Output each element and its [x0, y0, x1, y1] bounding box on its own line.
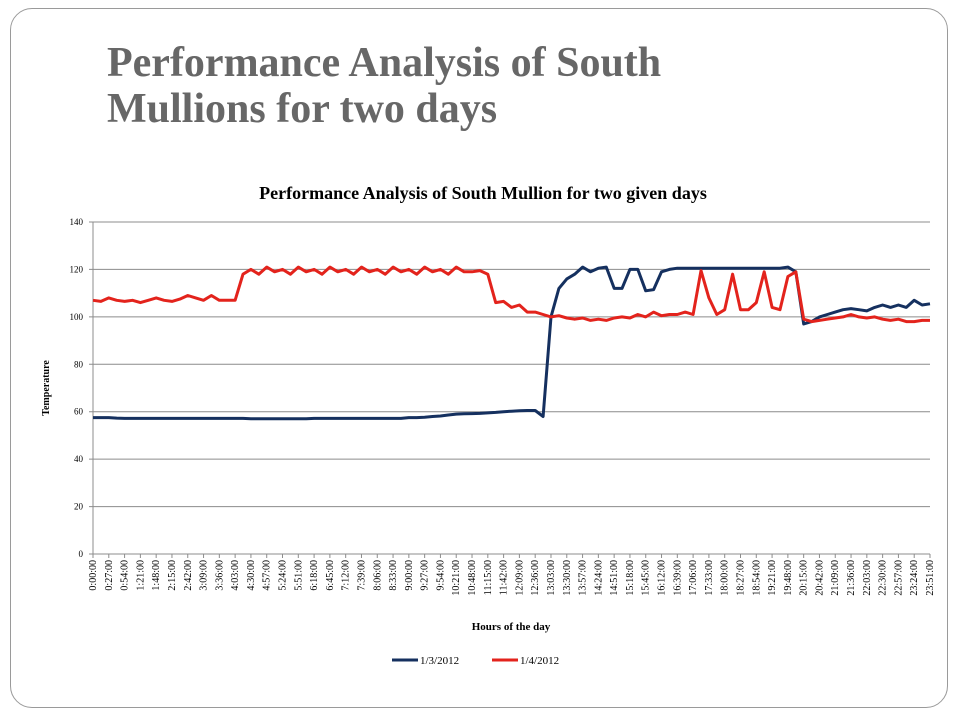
x-tick-label: 13:57:00 [578, 560, 589, 596]
x-tick-label: 5:24:00 [278, 560, 289, 591]
x-tick-label: 17:33:00 [704, 560, 715, 596]
x-tick-label: 16:12:00 [657, 560, 668, 596]
x-tick-label: 4:30:00 [246, 560, 257, 591]
x-tick-label: 23:51:00 [925, 560, 936, 596]
x-tick-label: 14:51:00 [609, 560, 620, 596]
x-tick-label: 8:06:00 [372, 560, 383, 591]
x-tick-label: 22:30:00 [878, 560, 889, 596]
x-tick-label: 18:27:00 [735, 560, 746, 596]
x-tick-label: 7:12:00 [341, 560, 352, 591]
x-tick-label: 12:09:00 [514, 560, 525, 596]
x-tick-label: 16:39:00 [672, 560, 683, 596]
series-line [92, 265, 930, 324]
x-tick-label: 1:21:00 [135, 560, 146, 591]
x-tick-label: 22:03:00 [862, 560, 873, 596]
y-axis-label: Temperature [41, 360, 52, 416]
x-tick-label: 9:00:00 [404, 560, 415, 591]
chart-title: Performance Analysis of South Mullion fo… [259, 183, 707, 203]
x-tick-label: 0:27:00 [104, 560, 115, 591]
x-tick-label: 20:15:00 [799, 560, 810, 596]
x-tick-label: 8:33:00 [388, 560, 399, 591]
x-tick-label: 11:42:00 [499, 560, 510, 595]
y-tick-label: 140 [70, 217, 84, 227]
y-tick-label: 60 [74, 407, 84, 417]
x-tick-label: 14:24:00 [593, 560, 604, 596]
x-tick-label: 4:03:00 [230, 560, 241, 591]
x-tick-label: 2:15:00 [167, 560, 178, 591]
y-tick-label: 40 [74, 454, 84, 464]
x-tick-label: 3:36:00 [214, 560, 225, 591]
x-tick-label: 15:45:00 [641, 560, 652, 596]
x-tick-label: 5:51:00 [293, 560, 304, 591]
legend-label: 1/4/2012 [520, 655, 559, 667]
x-tick-label: 11:15:00 [483, 560, 494, 595]
slide-title: Performance Analysis of South Mullions f… [107, 40, 662, 132]
x-tick-label: 6:18:00 [309, 560, 320, 591]
x-tick-label: 17:06:00 [688, 560, 699, 596]
x-tick-label: 18:00:00 [720, 560, 731, 596]
y-tick-label: 80 [74, 359, 84, 369]
y-tick-label: 120 [70, 264, 84, 274]
x-tick-label: 3:09:00 [199, 560, 210, 591]
x-tick-label: 19:48:00 [783, 560, 794, 596]
x-tick-label: 1:48:00 [151, 560, 162, 591]
x-tick-label: 0:54:00 [120, 560, 131, 591]
x-tick-label: 9:27:00 [420, 560, 431, 591]
x-tick-label: 22:57:00 [893, 560, 904, 596]
x-tick-label: 0:00:00 [88, 560, 99, 591]
x-tick-label: 18:54:00 [751, 560, 762, 596]
x-tick-label: 12:36:00 [530, 560, 541, 596]
x-tick-label: 7:39:00 [356, 560, 367, 591]
x-tick-label: 13:30:00 [562, 560, 573, 596]
x-tick-label: 10:21:00 [451, 560, 462, 596]
x-tick-label: 9:54:00 [435, 560, 446, 591]
x-tick-label: 20:42:00 [814, 560, 825, 596]
series-line [93, 265, 931, 421]
x-tick-label: 13:03:00 [546, 560, 557, 596]
x-axis-label: Hours of the day [472, 621, 551, 633]
x-tick-label: 23:24:00 [909, 560, 920, 596]
x-tick-label: 10:48:00 [467, 560, 478, 596]
x-tick-label: 15:18:00 [625, 560, 636, 596]
x-tick-label: 4:57:00 [262, 560, 273, 591]
x-tick-label: 21:36:00 [846, 560, 857, 596]
x-tick-label: 21:09:00 [830, 560, 841, 596]
x-tick-label: 19:21:00 [767, 560, 778, 596]
legend-label: 1/3/2012 [420, 655, 459, 667]
x-tick-label: 6:45:00 [325, 560, 336, 591]
y-tick-label: 20 [74, 502, 84, 512]
x-tick-label: 2:42:00 [183, 560, 194, 591]
slide-frame [10, 8, 948, 708]
y-tick-label: 100 [70, 312, 84, 322]
y-tick-label: 0 [79, 549, 84, 559]
